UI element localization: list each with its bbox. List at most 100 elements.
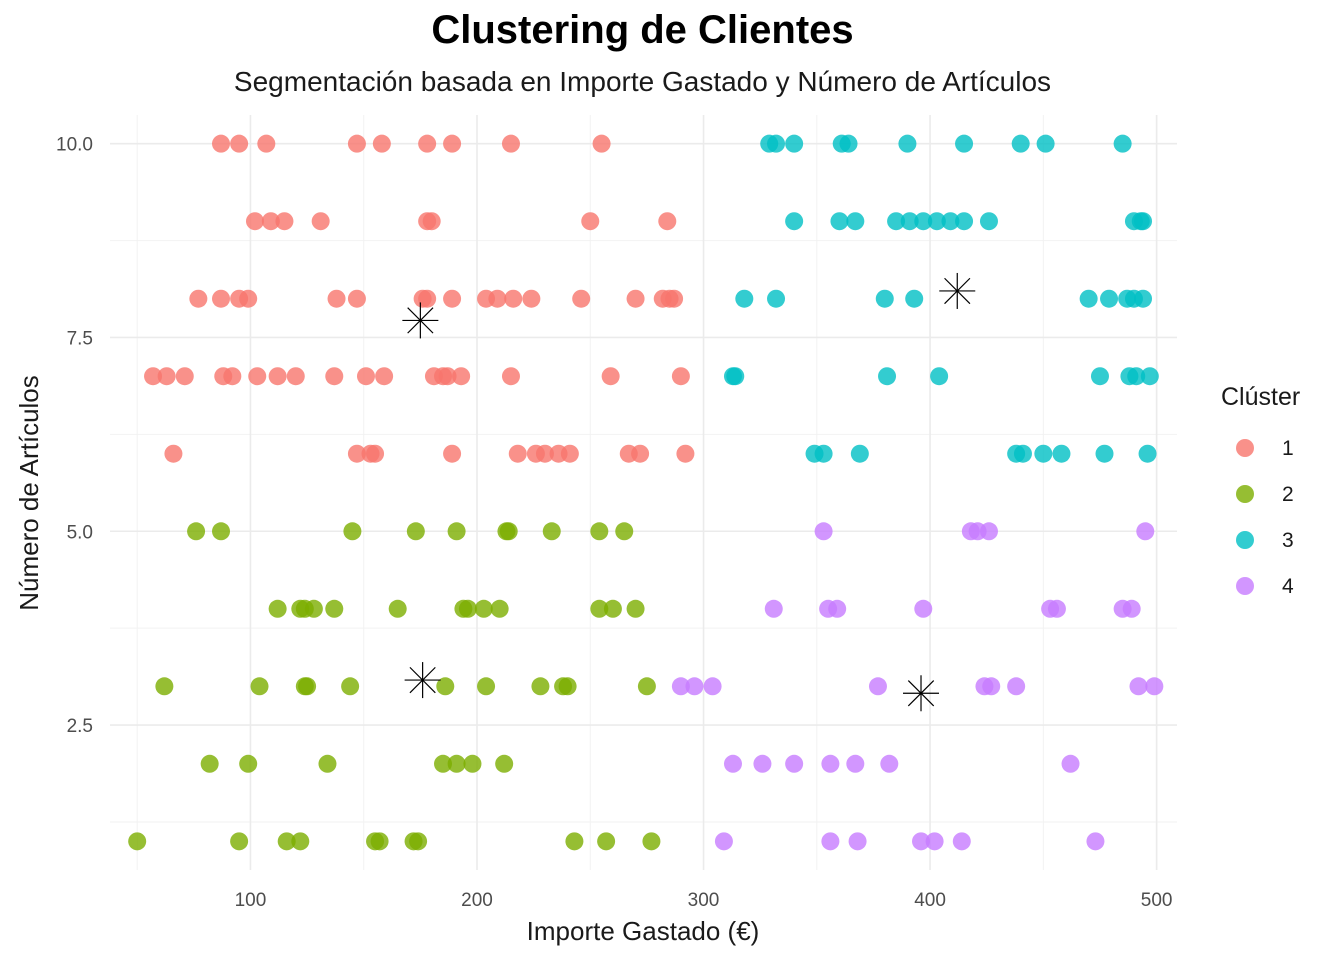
data-point-cluster-1: [372, 134, 391, 153]
data-point-cluster-3: [850, 444, 869, 463]
data-point-cluster-4: [1047, 599, 1066, 618]
x-tick-label: 300: [688, 890, 720, 911]
data-point-cluster-3: [1090, 367, 1109, 386]
data-point-cluster-4: [1129, 677, 1148, 696]
y-tick-label: 5.0: [67, 522, 93, 543]
data-point-cluster-4: [703, 677, 722, 696]
data-point-cluster-1: [508, 444, 527, 463]
data-point-cluster-4: [925, 832, 944, 851]
data-point-cluster-1: [522, 289, 541, 308]
data-point-cluster-3: [1034, 444, 1053, 463]
data-point-cluster-3: [814, 444, 833, 463]
centroid-stroke: [944, 277, 971, 305]
data-point-cluster-4: [848, 832, 867, 851]
data-point-cluster-3: [1113, 134, 1132, 153]
data-point-cluster-1: [245, 212, 264, 231]
data-point-cluster-3: [927, 212, 946, 231]
data-point-cluster-1: [488, 289, 507, 308]
data-point-cluster-1: [501, 367, 520, 386]
data-point-cluster-4: [952, 832, 971, 851]
data-point-cluster-2: [474, 599, 493, 618]
data-point-cluster-1: [223, 367, 242, 386]
data-point-cluster-1: [418, 289, 437, 308]
data-point-cluster-1: [560, 444, 579, 463]
data-point-cluster-2: [409, 832, 428, 851]
data-point-cluster-3: [1138, 444, 1157, 463]
data-point-cluster-4: [764, 599, 783, 618]
data-point-cluster-2: [434, 754, 453, 773]
data-point-cluster-2: [565, 832, 584, 851]
data-point-cluster-2: [406, 522, 425, 541]
data-point-cluster-1: [601, 367, 620, 386]
data-point-cluster-3: [914, 212, 933, 231]
data-point-cluster-2: [230, 832, 249, 851]
data-point-cluster-3: [785, 134, 804, 153]
legend-key-cluster-2: [1236, 485, 1254, 503]
data-point-cluster-4: [979, 522, 998, 541]
y-tick-label: 10.0: [56, 135, 93, 156]
data-point-cluster-1: [592, 134, 611, 153]
data-points: [128, 134, 1164, 851]
data-point-cluster-2: [304, 599, 323, 618]
data-point-cluster-2: [128, 832, 147, 851]
data-point-cluster-1: [366, 444, 385, 463]
data-point-cluster-1: [175, 367, 194, 386]
data-point-cluster-1: [327, 289, 346, 308]
data-point-cluster-3: [1052, 444, 1071, 463]
x-axis-ticks: 100 200 300 400 500: [235, 890, 1173, 911]
data-point-cluster-2: [603, 599, 622, 618]
data-point-cluster-1: [257, 134, 276, 153]
data-point-cluster-1: [626, 289, 645, 308]
legend-key-cluster-1: [1236, 439, 1254, 457]
x-tick-label: 400: [914, 890, 946, 911]
data-point-cluster-4: [714, 832, 733, 851]
data-point-cluster-2: [268, 599, 287, 618]
data-point-cluster-3: [1100, 289, 1119, 308]
data-point-cluster-3: [1134, 289, 1153, 308]
legend-key-cluster-3: [1236, 531, 1254, 549]
data-point-cluster-3: [830, 212, 849, 231]
data-point-cluster-2: [239, 754, 258, 773]
data-point-cluster-2: [370, 832, 389, 851]
data-point-cluster-2: [477, 677, 496, 696]
y-tick-label: 7.5: [67, 328, 93, 349]
data-point-cluster-1: [157, 367, 176, 386]
y-axis-title: Número de Artículos: [14, 375, 44, 611]
data-point-cluster-2: [200, 754, 219, 773]
data-point-cluster-1: [438, 367, 457, 386]
data-point-cluster-1: [268, 367, 287, 386]
data-point-cluster-2: [291, 832, 310, 851]
chart-subtitle: Segmentación basada en Importe Gastado y…: [233, 66, 1052, 97]
x-tick-label: 100: [235, 890, 267, 911]
data-point-cluster-4: [912, 832, 931, 851]
data-point-cluster-1: [418, 134, 437, 153]
data-point-cluster-1: [212, 289, 231, 308]
data-point-cluster-3: [735, 289, 754, 308]
data-point-cluster-3: [1127, 367, 1146, 386]
data-point-cluster-1: [631, 444, 650, 463]
data-point-cluster-1: [665, 289, 684, 308]
data-point-cluster-1: [356, 367, 375, 386]
legend-label-cluster-1: 1: [1282, 437, 1294, 460]
data-point-cluster-3: [726, 367, 745, 386]
centroid-marker: [939, 272, 976, 309]
data-point-cluster-4: [785, 754, 804, 773]
data-point-cluster-3: [887, 212, 906, 231]
data-point-cluster-3: [979, 212, 998, 231]
data-point-cluster-3: [1036, 134, 1055, 153]
data-point-cluster-1: [248, 367, 267, 386]
data-point-cluster-4: [685, 677, 704, 696]
data-point-cluster-4: [1145, 677, 1164, 696]
data-point-cluster-2: [542, 522, 561, 541]
data-point-cluster-2: [531, 677, 550, 696]
data-point-cluster-1: [144, 367, 163, 386]
data-point-cluster-1: [347, 134, 366, 153]
data-point-cluster-2: [298, 677, 317, 696]
data-point-cluster-3: [878, 367, 897, 386]
data-point-cluster-3: [1013, 444, 1032, 463]
data-point-cluster-3: [767, 289, 786, 308]
data-point-cluster-2: [277, 832, 296, 851]
data-point-cluster-3: [930, 367, 949, 386]
data-point-cluster-2: [490, 599, 509, 618]
data-point-cluster-2: [590, 522, 609, 541]
